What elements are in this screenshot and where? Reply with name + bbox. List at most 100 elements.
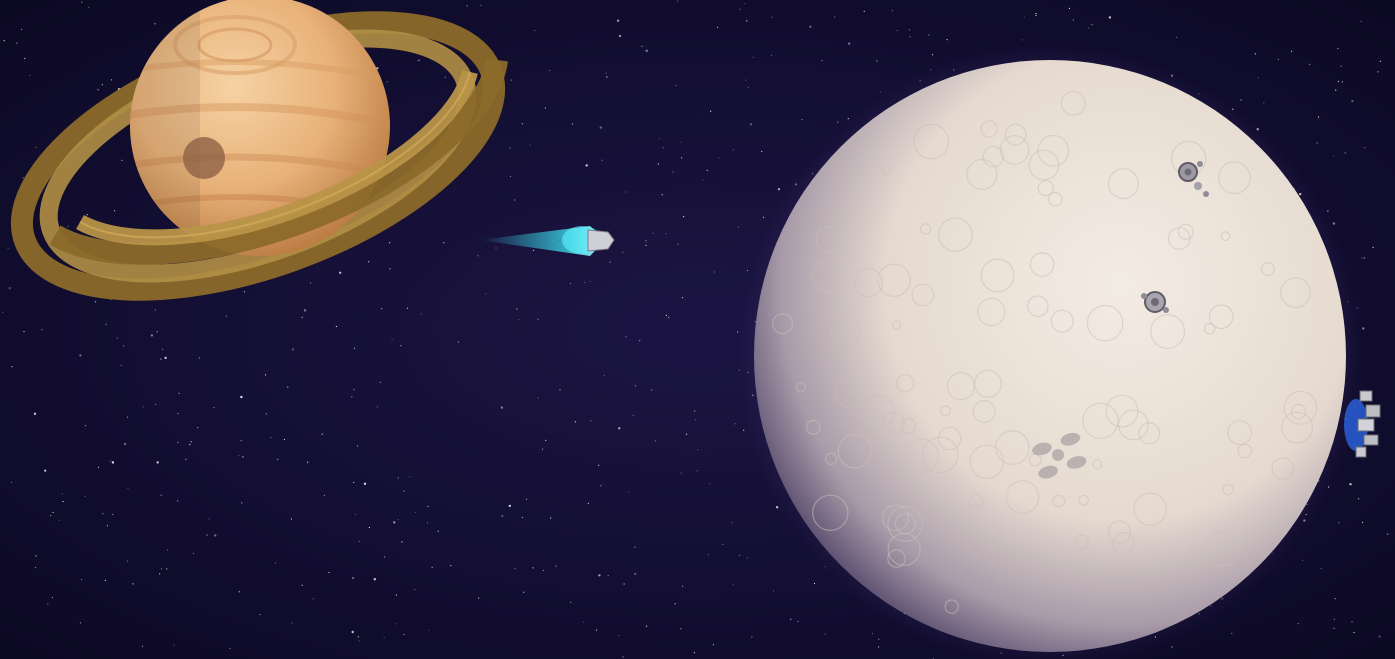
star [81,578,83,581]
star [1320,567,1322,570]
star [1353,631,1355,634]
star [618,427,621,430]
star [44,469,47,472]
star [50,515,52,517]
star [589,280,591,282]
star [127,416,129,418]
star [570,601,572,604]
star [238,591,240,593]
star [356,445,359,447]
star [625,336,627,338]
star [1291,50,1293,53]
star [1378,635,1381,638]
star [428,629,430,631]
star [198,357,200,359]
star [931,54,934,56]
star [645,244,647,246]
star [111,79,113,81]
star [599,126,602,129]
star [166,549,169,551]
star [386,81,388,83]
star [354,513,357,516]
star [872,633,874,635]
star [1171,646,1173,648]
star [1301,559,1304,562]
star [312,598,314,600]
star [47,603,49,605]
crater [861,394,895,429]
star [645,49,648,52]
star [1363,257,1365,259]
star [590,420,592,422]
star [677,243,679,245]
star [495,247,497,249]
star [52,511,54,514]
star [1035,13,1037,15]
star [876,60,878,62]
star [1351,99,1354,103]
star [301,584,303,587]
star [651,389,653,391]
star [111,461,115,464]
star [1035,14,1037,17]
star [529,144,531,146]
star [112,513,114,516]
star [395,623,397,625]
star [677,0,679,2]
star [123,442,127,446]
star [274,562,277,564]
crater [848,383,862,397]
star [501,514,504,518]
star [549,69,551,72]
star [466,5,468,7]
crater [921,436,959,474]
star [159,573,161,575]
crater [881,165,892,176]
star [241,502,243,504]
star [150,334,154,337]
star [160,358,162,360]
star [1297,623,1299,625]
star [532,567,534,569]
star [1333,618,1335,620]
star [11,366,13,368]
crater [887,549,906,568]
crater [1047,191,1063,207]
star [1344,152,1346,154]
star [618,34,622,38]
star [414,511,416,513]
star [722,543,724,546]
star [668,316,670,318]
star [51,596,54,599]
crater [1260,261,1275,276]
star [61,493,63,495]
star [632,414,634,416]
star [713,271,716,273]
star [1337,80,1340,82]
star [751,636,753,638]
crater [1107,520,1132,544]
crater [1060,90,1086,116]
star [717,26,719,28]
star [645,625,648,627]
star [712,644,715,646]
crater [805,419,821,435]
star [834,16,836,18]
crater [877,263,911,297]
crater [882,504,909,532]
star [480,4,482,6]
crater [913,123,950,160]
star [582,621,585,623]
star [290,518,293,520]
star [431,566,433,568]
crater [812,494,849,531]
cratered-moon [754,60,1346,652]
star [680,141,683,143]
moon-base [1141,291,1169,313]
star [821,60,823,62]
star [1088,27,1090,29]
star [420,313,422,315]
star [197,427,199,429]
star [514,199,516,201]
star [24,57,26,60]
